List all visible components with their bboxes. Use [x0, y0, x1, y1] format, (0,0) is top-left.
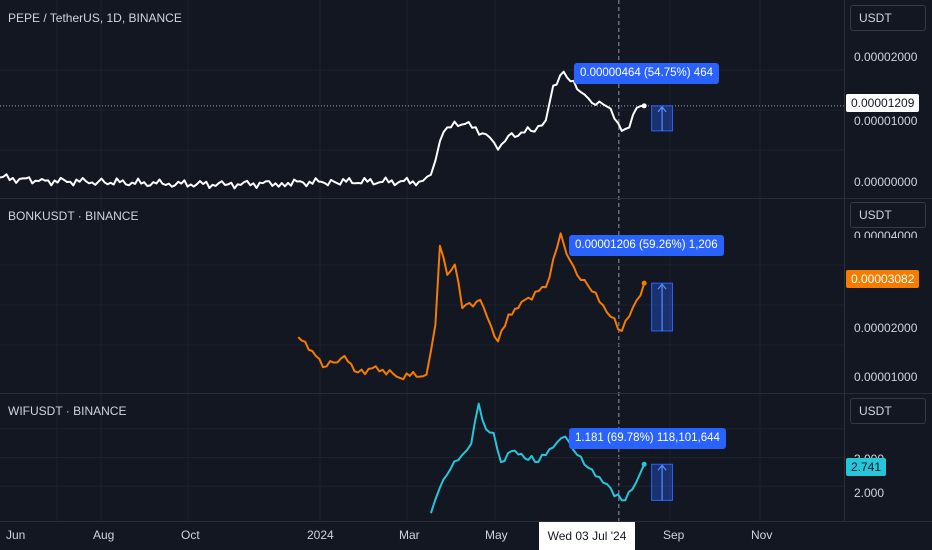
- bonk-last-point: [641, 280, 647, 286]
- pepe-last-price: 0.00001209: [846, 94, 920, 112]
- wif-price-line: [429, 402, 646, 514]
- bonk-pane-title: BONKUSDT · BINANCE: [8, 209, 139, 223]
- wif-pane-title: WIFUSDT · BINANCE: [8, 404, 127, 418]
- bonk-currency-button[interactable]: USDT: [850, 202, 926, 228]
- pane-separator[interactable]: [0, 198, 932, 199]
- pepe-tick-label: 0.00000000: [854, 175, 918, 189]
- pepe-price-line: [0, 70, 645, 190]
- wif-tick-label: 3.000: [854, 452, 885, 461]
- wif-measure-arrow-head: [657, 464, 667, 471]
- bonk-price-line: [297, 232, 646, 381]
- wif-currency-button[interactable]: USDT: [850, 398, 926, 424]
- time-axis-label: Sep: [663, 528, 685, 542]
- bonk-measure-arrow-head: [657, 283, 667, 290]
- crosshair-date-label: Wed 03 Jul '24: [539, 522, 635, 550]
- time-axis-label: May: [485, 528, 508, 542]
- time-axis-label: Nov: [751, 528, 773, 542]
- time-axis-label: Mar: [399, 528, 420, 542]
- time-axis-label: 2024: [307, 528, 334, 542]
- time-axis-label: Aug: [93, 528, 115, 542]
- bonk-last-price: 0.00003082: [846, 270, 920, 288]
- pepe-tick-label: 0.00001000: [854, 114, 918, 128]
- bonk-tick-label: 0.00001000: [854, 370, 918, 384]
- time-axis-divider: [0, 521, 932, 522]
- wif-last-price: 2.741: [846, 458, 887, 476]
- pepe-measure-arrow-head: [657, 105, 667, 113]
- bonk-tick-label: 0.00002000: [854, 321, 918, 335]
- bonk-measure-label[interactable]: 0.00001206 (59.26%) 1,206: [569, 235, 724, 256]
- pepe-measure-label[interactable]: 0.00000464 (54.75%) 464: [574, 63, 719, 84]
- pane-separator[interactable]: [0, 393, 932, 394]
- time-axis-label: Oct: [181, 528, 200, 542]
- pepe-pane-title: PEPE / TetherUS, 1D, BINANCE: [8, 11, 182, 25]
- pepe-last-point: [641, 103, 647, 109]
- wif-last-point: [641, 461, 647, 467]
- wif-tick-label: 2.000: [854, 486, 885, 500]
- wif-measure-label[interactable]: 1.181 (69.78%) 118,101,644: [569, 428, 726, 449]
- pepe-currency-button[interactable]: USDT: [850, 5, 926, 31]
- bonk-tick-label: 0.00004000: [854, 229, 918, 238]
- price-axis-divider: [844, 0, 845, 522]
- time-axis-label: Jun: [6, 528, 26, 542]
- pepe-tick-label: 0.00002000: [854, 50, 918, 64]
